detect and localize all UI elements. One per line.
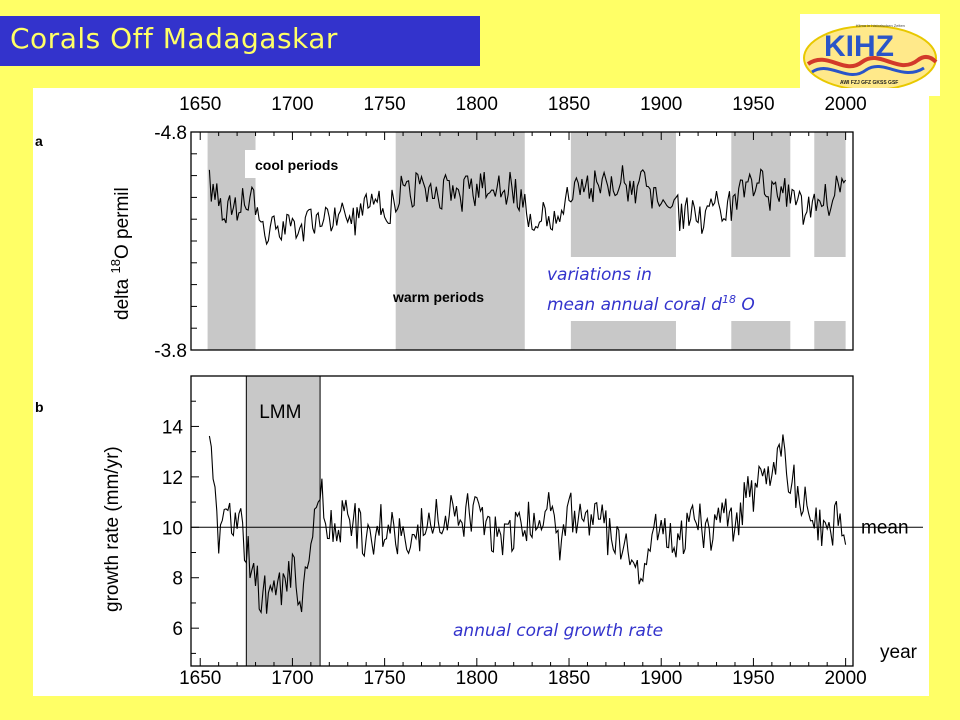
d18o-annotation-sup: 18 [722, 293, 736, 306]
logo-wave-blue [811, 65, 925, 77]
title-bar: Corals Off Madagaskar [0, 16, 480, 66]
d18o-annotation-line1: variations in [547, 265, 652, 285]
panel-a-x-tick-label-2: 1750 [363, 94, 405, 115]
panel-b-frame [190, 375, 854, 667]
panel-a-x-tick-label-6: 1950 [732, 94, 774, 115]
panel-a-shade-1 [395, 132, 525, 350]
coral-chart: 1650 1700 1750 1800 1850 1900 1950 2000 -4.8 -3.… [35, 94, 923, 689]
panel-a-ylabel: delta 18O permil [108, 187, 133, 320]
panel-b-y-axis: 6 8 10 12 14 [162, 400, 199, 654]
panel-b-x-tick-label-0: 1650 [179, 668, 221, 689]
panel-b-x-tick-label-2: 1750 [363, 668, 405, 689]
panel-b-series-line [208, 434, 847, 615]
logo-partners: AWI FZJ GFZ GKSS GSF [840, 80, 898, 86]
panel-a-y-axis: -4.8 -3.8 [154, 123, 201, 362]
panel-a-x-tick-label-4: 1850 [548, 94, 590, 115]
logo-text: KIHZ [824, 30, 894, 63]
page-title: Corals Off Madagaskar [10, 22, 338, 55]
panel-a: 1650 1700 1750 1800 1850 1900 1950 2000 -4.8 -3.… [35, 94, 867, 362]
panel-b-x-axis: 1650 1700 1750 1800 1850 1900 1950 2000 [179, 658, 867, 689]
panel-a-label: a [35, 133, 43, 149]
warm-periods-label: warm periods [392, 289, 484, 305]
panel-b-y-tick-label-4: 14 [162, 417, 184, 438]
panel-a-x-tick-label-0: 1650 [179, 94, 221, 115]
panel-a-series-line [208, 165, 847, 246]
panel-a-x-tick-label-7: 2000 [824, 94, 866, 115]
kihz-logo-graphic: KIHZ Klima in historischen Zeiten AWI FZ… [803, 23, 938, 91]
d18o-annotation-pre: mean annual coral d [547, 295, 722, 315]
panel-b-y-tick-label-2: 10 [162, 518, 183, 539]
panel-a-x-axis: 1650 1700 1750 1800 1850 1900 1950 2000 [179, 94, 867, 140]
lmm-shade-0 [245, 375, 321, 667]
panel-b-x-tick-label-5: 1900 [640, 668, 682, 689]
panel-a-x-tick-label-5: 1900 [640, 94, 682, 115]
panel-b-ylabel: growth rate (mm/yr) [102, 446, 123, 612]
panel-b-x-tick-label-3: 1800 [456, 668, 498, 689]
logo-caption: Klima in historischen Zeiten [856, 23, 905, 28]
panel-b-xlabel: year [880, 642, 918, 663]
panel-b: 1650 1700 1750 1800 1850 1900 1950 2000 6 8 10 12 1… [35, 375, 923, 689]
figure-panel: 1650 1700 1750 1800 1850 1900 1950 2000 -4.8 -3.… [33, 88, 929, 696]
panel-b-y-tick-label-0: 6 [172, 619, 183, 640]
panel-a-ylabel-sup: 18 [108, 259, 123, 273]
panel-b-y-tick-label-3: 12 [162, 468, 183, 489]
panel-a-y-tick-label-0: -4.8 [154, 123, 187, 144]
growth-rate-annotation: annual coral growth rate [453, 621, 663, 641]
mean-label: mean [861, 517, 909, 538]
panel-b-x-tick-label-1: 1700 [271, 668, 313, 689]
d18o-annotation-post: O [736, 295, 755, 315]
panel-a-x-tick-label-3: 1800 [456, 94, 498, 115]
panel-a-x-tick-label-1: 1700 [271, 94, 313, 115]
panel-b-y-tick-label-1: 8 [172, 569, 183, 590]
lmm-label: LMM [259, 402, 301, 423]
cool-periods-label: cool periods [255, 157, 338, 173]
panel-a-ylabel-pre: delta [112, 274, 133, 320]
kihz-logo: KIHZ Klima in historischen Zeiten AWI FZ… [800, 14, 940, 96]
d18o-annotation-bg [536, 257, 848, 321]
logo-wave-red [806, 54, 938, 69]
panel-b-x-tick-label-4: 1850 [548, 668, 590, 689]
panel-b-shaded-periods [245, 375, 321, 667]
panel-a-ylabel-post: O permil [112, 187, 133, 259]
panel-a-y-tick-label-1: -3.8 [154, 341, 187, 362]
panel-b-x-tick-label-6: 1950 [732, 668, 774, 689]
panel-b-label: b [35, 399, 44, 415]
d18o-annotation-line2: mean annual coral d18 O [547, 293, 755, 315]
cool-periods-bg [245, 150, 379, 178]
panel-b-x-tick-label-7: 2000 [824, 668, 866, 689]
